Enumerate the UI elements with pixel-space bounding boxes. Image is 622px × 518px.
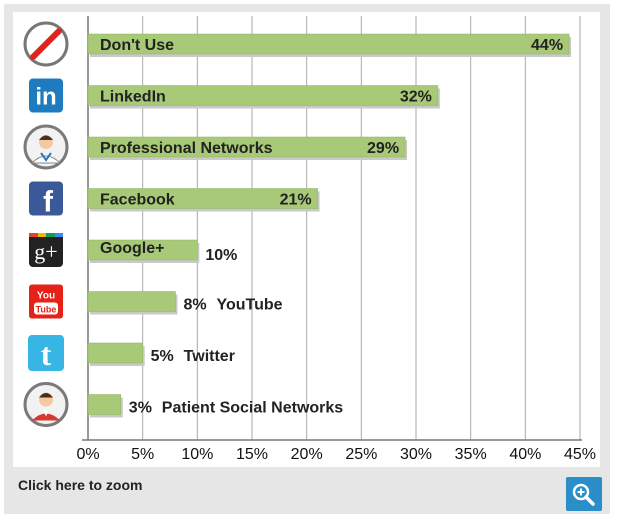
- x-tick-label: 45%: [564, 446, 596, 463]
- category-label: YouTube: [216, 297, 282, 314]
- value-label: 29%: [367, 140, 399, 157]
- x-tick-label: 15%: [236, 446, 268, 463]
- value-label: 44%: [531, 37, 563, 54]
- value-label: 21%: [280, 192, 312, 209]
- bar: [87, 188, 318, 209]
- bar: [87, 394, 122, 415]
- category-label: Twitter: [184, 348, 235, 365]
- value-label: 10%: [205, 247, 237, 264]
- x-tick-label: 25%: [345, 446, 377, 463]
- youtube-icon: You Tube: [29, 284, 63, 319]
- x-tick-label: 30%: [400, 446, 432, 463]
- bar: [87, 85, 439, 106]
- category-label: Facebook: [100, 192, 175, 209]
- value-label: 8%: [183, 297, 206, 314]
- linkedin-icon: in: [29, 78, 63, 113]
- no-entry-icon: [23, 21, 69, 67]
- category-label: Google+: [100, 240, 164, 257]
- zoom-in-icon: [572, 483, 595, 506]
- category-label: LinkedIn: [100, 89, 166, 106]
- value-label: 3%: [129, 400, 152, 417]
- svg-text:f: f: [43, 186, 54, 219]
- value-label: 5%: [151, 348, 174, 365]
- x-tick-label: 20%: [291, 446, 323, 463]
- bar: [87, 136, 406, 158]
- facebook-icon: f: [29, 181, 63, 219]
- category-label: Professional Networks: [100, 140, 273, 157]
- bar: [87, 239, 198, 261]
- category-label: Patient Social Networks: [162, 400, 343, 417]
- x-tick-label: 0%: [76, 446, 99, 463]
- x-tick-label: 35%: [455, 446, 487, 463]
- bar: [87, 342, 143, 364]
- zoom-link[interactable]: Click here to zoom: [18, 477, 143, 493]
- x-tick-label: 5%: [131, 446, 154, 463]
- value-label: 32%: [400, 89, 432, 106]
- svg-text:You: You: [37, 291, 55, 302]
- bar: [87, 291, 176, 312]
- twitter-icon: t: [28, 335, 64, 372]
- svg-text:g+: g+: [34, 239, 57, 264]
- bar: [87, 33, 570, 55]
- doctor-avatar-icon: [23, 124, 69, 170]
- x-tick-label: 40%: [509, 446, 541, 463]
- svg-text:t: t: [41, 336, 52, 372]
- svg-text:in: in: [35, 84, 56, 111]
- x-tick-label: 10%: [181, 446, 213, 463]
- google-plus-icon: g+: [29, 233, 63, 267]
- category-label: Don't Use: [100, 37, 174, 54]
- svg-text:Tube: Tube: [36, 305, 57, 315]
- zoom-button[interactable]: [566, 477, 602, 511]
- patient-avatar-icon: [23, 382, 69, 427]
